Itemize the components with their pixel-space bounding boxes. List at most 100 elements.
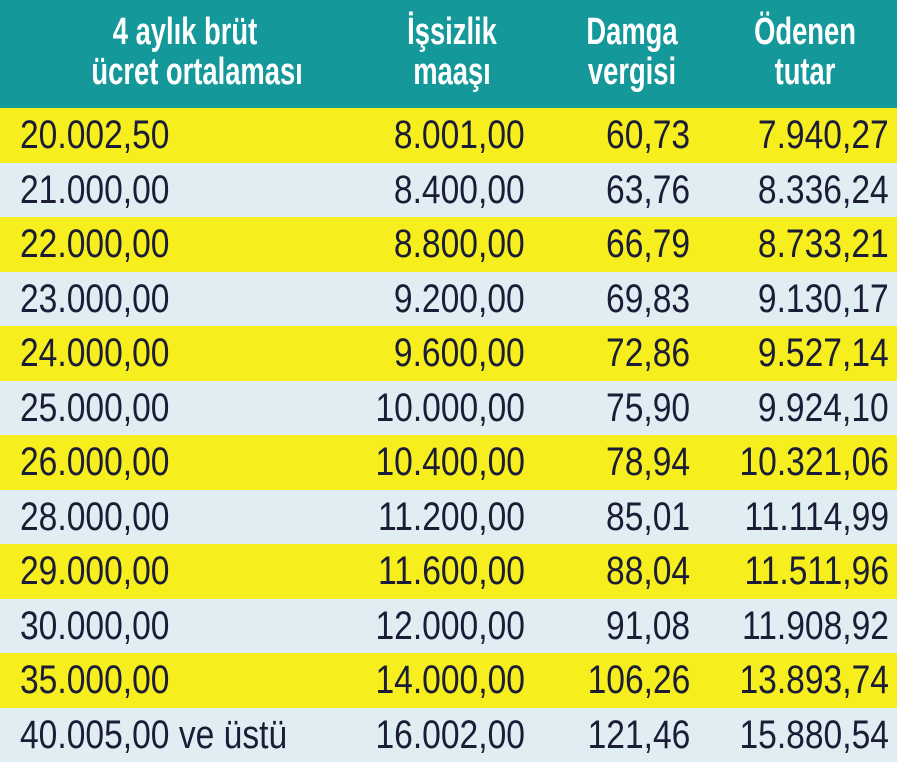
cell-text: 22.000,00 [20,222,170,266]
table-cell: 22.000,00 [20,217,198,272]
table-cell: 40.005,00 ve üstü [20,708,338,762]
table-cell: 66,79 [590,217,690,272]
table-cell: 9.130,17 [733,272,889,327]
cell-text: 85,01 [605,494,690,539]
cell-text: 11.908,92 [742,603,889,648]
cell-text: 14.000,00 [375,658,525,702]
table-cell: 20.002,50 [20,108,198,163]
table-cell: 8.400,00 [369,163,525,218]
table-row: 22.000,00 8.800,00 66,79 8.733,21 [0,217,897,272]
table-cell: 8.001,00 [369,108,525,163]
table-row: 21.000,00 8.400,00 63,76 8.336,24 [0,162,897,218]
cell-text: 66,79 [605,222,690,266]
table-cell: 29.000,00 [20,544,198,599]
table-row: 28.000,00 11.200,00 85,01 11.114,99 [0,489,897,545]
cell-text: 20.002,50 [20,113,170,157]
table-cell: 28.000,00 [20,490,198,545]
cell-text: 23.000,00 [20,276,170,321]
table-cell: 21.000,00 [20,163,198,218]
table-cell: 63,76 [590,163,690,218]
header-line: Damga [586,11,678,53]
cell-text: 9.130,17 [758,276,889,321]
table-row: 40.005,00 ve üstü 16.002,00 121,46 15.880,5… [0,707,897,762]
cell-text: 8.336,24 [758,167,889,212]
header-line: maaşı [413,51,491,93]
header-line: tutar [774,51,836,93]
table-row: 23.000,00 9.200,00 69,83 9.130,17 [0,271,897,327]
table-cell: 7.940,27 [733,108,889,163]
cell-text: 10.321,06 [739,440,889,484]
table-cell: 13.893,74 [711,653,889,708]
cell-text: 13.893,74 [739,658,889,702]
cell-text: 24.000,00 [20,331,170,375]
cell-text: 28.000,00 [20,494,170,539]
cell-text: 72,86 [605,331,690,375]
table-cell: 10.000,00 [347,381,525,436]
table-row: 24.000,00 9.600,00 72,86 9.527,14 [0,326,897,381]
table-cell: 24.000,00 [20,326,198,381]
cell-text: 69,83 [605,276,690,321]
table-cell: 8.336,24 [733,163,889,218]
column-header: Ödenen tutar [675,12,897,92]
table-cell: 8.733,21 [733,217,889,272]
cell-text: 106,26 [587,658,690,702]
cell-text: 10.000,00 [375,385,525,430]
cell-text: 8.733,21 [758,222,889,266]
cell-text: 26.000,00 [20,440,170,484]
header-line: vergisi [587,51,677,93]
cell-text: 8.800,00 [394,222,525,266]
cell-text: 16.002,00 [375,712,525,757]
table-cell: 60,73 [590,108,690,163]
header-line: ücret ortalaması [91,51,303,93]
cell-text: 91,08 [605,603,690,648]
header-line: 4 aylık brüt [112,11,258,53]
cell-text: 88,04 [605,549,690,593]
table-cell: 69,83 [590,272,690,327]
table-row: 20.002,50 8.001,00 60,73 7.940,27 [0,108,897,163]
table-cell: 10.400,00 [347,435,525,490]
table-cell: 11.114,99 [717,490,889,545]
cell-text: 40.005,00 ve üstü [20,712,288,757]
cell-text: 9.527,14 [758,331,889,375]
table-cell: 35.000,00 [20,653,198,708]
column-header: Damga vergisi [502,12,762,92]
cell-text: 63,76 [605,167,690,212]
cell-text: 29.000,00 [20,549,170,593]
table-cell: 78,94 [590,435,690,490]
table-row: 35.000,00 14.000,00 106,26 13.893,74 [0,653,897,708]
table-cell: 15.880,54 [711,708,889,762]
header-line: Ödenen [754,11,856,53]
table-row: 29.000,00 11.600,00 88,04 11.511,96 [0,544,897,599]
cell-text: 121,46 [587,712,690,757]
column-header: İşsizlik maaşı [322,12,582,92]
cell-text: 30.000,00 [20,603,170,648]
table-cell: 9.924,10 [733,381,889,436]
cell-text: 60,73 [605,113,690,157]
table-cell: 11.511,96 [717,544,889,599]
cell-text: 12.000,00 [375,603,525,648]
table-cell: 11.200,00 [350,490,525,545]
table-cell: 26.000,00 [20,435,198,490]
cell-text: 8.001,00 [394,113,525,157]
cell-text: 9.200,00 [394,276,525,321]
table-cell: 85,01 [590,490,690,545]
cell-text: 9.600,00 [394,331,525,375]
table-cell: 91,08 [590,599,690,654]
table-cell: 14.000,00 [347,653,525,708]
cell-text: 7.940,27 [758,113,889,157]
table-cell: 11.600,00 [350,544,525,599]
cell-text: 11.200,00 [378,494,525,539]
cell-text: 9.924,10 [758,385,889,430]
table-cell: 88,04 [590,544,690,599]
table-cell: 11.908,92 [714,599,889,654]
table-cell: 25.000,00 [20,381,198,436]
table-cell: 9.600,00 [369,326,525,381]
table-row: 25.000,00 10.000,00 75,90 9.924,10 [0,380,897,436]
cell-text: 35.000,00 [20,658,170,702]
cell-text: 78,94 [605,440,690,484]
table-cell: 12.000,00 [347,599,525,654]
cell-text: 11.511,96 [744,549,889,593]
cell-text: 21.000,00 [20,167,170,212]
table-cell: 23.000,00 [20,272,198,327]
